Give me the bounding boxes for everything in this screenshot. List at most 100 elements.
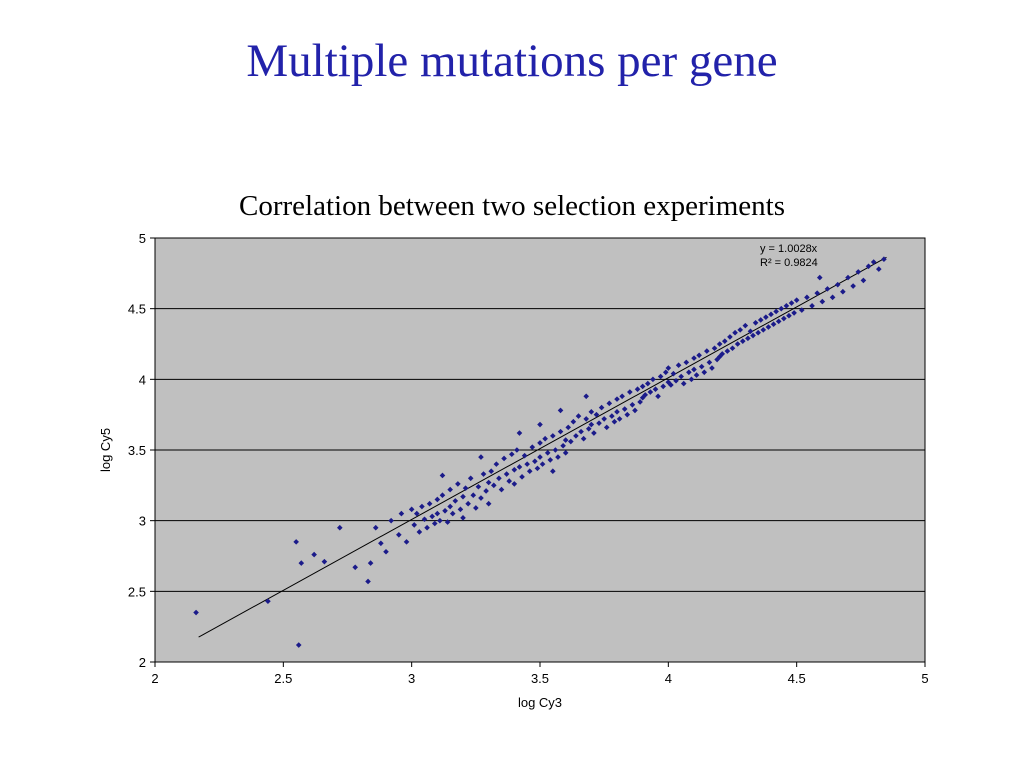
data-point	[529, 444, 536, 450]
data-point	[629, 401, 636, 408]
data-point	[434, 510, 441, 517]
data-point	[585, 426, 592, 432]
data-point	[552, 447, 559, 453]
data-point	[467, 475, 474, 482]
data-point	[804, 294, 810, 301]
data-point	[657, 373, 664, 380]
data-point	[686, 369, 692, 376]
data-point	[652, 386, 659, 393]
data-point	[616, 416, 623, 422]
data-point	[675, 362, 682, 368]
data-point	[788, 300, 795, 306]
data-point	[799, 307, 805, 313]
data-point	[511, 481, 518, 487]
data-point	[455, 481, 461, 487]
data-point	[575, 413, 582, 419]
data-point	[483, 488, 489, 494]
y-tick-label: 3.5	[128, 443, 146, 458]
data-point	[860, 277, 867, 284]
data-point	[778, 305, 785, 312]
data-point	[770, 321, 777, 328]
data-point	[295, 642, 302, 648]
data-point	[439, 492, 446, 499]
data-point	[557, 428, 564, 435]
data-point	[834, 281, 841, 288]
data-point	[460, 493, 466, 500]
data-point	[416, 529, 423, 535]
data-point	[580, 435, 587, 442]
scatter-chart: 5 4.5 4 3.5 3 2.5 2 2 2.5 3 3.5 4 4.5 5 log Cy5 log Cy3…	[88, 226, 948, 716]
data-point	[511, 466, 518, 473]
data-point	[670, 370, 677, 377]
data-point	[568, 438, 574, 445]
data-point	[460, 515, 466, 521]
data-point	[665, 379, 672, 385]
data-point	[750, 332, 756, 339]
data-point	[521, 452, 528, 459]
data-point	[696, 352, 702, 359]
data-point	[876, 266, 882, 272]
data-point	[680, 380, 687, 387]
data-point	[840, 288, 846, 295]
data-point	[557, 407, 564, 414]
data-point	[447, 486, 453, 493]
data-point	[503, 471, 510, 477]
data-point	[311, 551, 317, 558]
data-point	[683, 359, 690, 366]
data-point	[739, 338, 746, 344]
data-point	[534, 465, 541, 472]
x-axis-title: log Cy3	[518, 695, 562, 710]
data-point	[396, 532, 402, 538]
data-point	[526, 468, 533, 474]
data-point	[824, 286, 831, 292]
data-point	[508, 451, 515, 458]
data-point	[491, 482, 497, 489]
data-point	[560, 442, 566, 449]
data-point	[698, 363, 705, 370]
data-point	[757, 317, 764, 323]
data-point	[449, 510, 456, 517]
data-point	[485, 500, 492, 507]
data-point	[298, 560, 305, 566]
data-point	[478, 495, 484, 501]
data-point	[637, 399, 643, 405]
y-tick-label: 4.5	[128, 302, 146, 317]
data-point	[426, 500, 433, 507]
data-point	[716, 341, 723, 347]
data-point	[598, 404, 605, 411]
data-point	[367, 560, 374, 566]
data-point	[645, 380, 651, 387]
data-point	[457, 506, 464, 513]
data-point	[565, 424, 572, 431]
data-point	[727, 334, 733, 340]
data-point	[775, 318, 782, 325]
y-tick-label: 5	[139, 231, 146, 246]
data-point	[365, 578, 371, 585]
data-point	[819, 298, 826, 305]
data-point	[583, 393, 589, 400]
data-point	[573, 433, 579, 439]
data-point	[642, 392, 649, 398]
y-tick-label: 4	[139, 372, 146, 387]
data-point	[765, 324, 772, 330]
data-point	[786, 312, 792, 319]
data-point	[293, 539, 299, 545]
data-point	[498, 486, 505, 493]
data-point	[845, 274, 851, 281]
x-tick-label: 3	[408, 671, 415, 686]
data-point	[747, 328, 754, 335]
data-point	[537, 454, 543, 460]
data-point	[678, 373, 684, 380]
data-point	[763, 314, 769, 320]
slide-title: Multiple mutations per gene	[246, 35, 778, 87]
data-point	[398, 510, 405, 517]
data-point	[506, 478, 512, 484]
data-point	[537, 440, 543, 446]
x-tick-label: 3.5	[531, 671, 549, 686]
data-point	[442, 507, 448, 514]
data-point	[547, 457, 554, 463]
data-point	[485, 479, 492, 486]
data-point	[475, 483, 482, 490]
data-point	[593, 411, 600, 418]
